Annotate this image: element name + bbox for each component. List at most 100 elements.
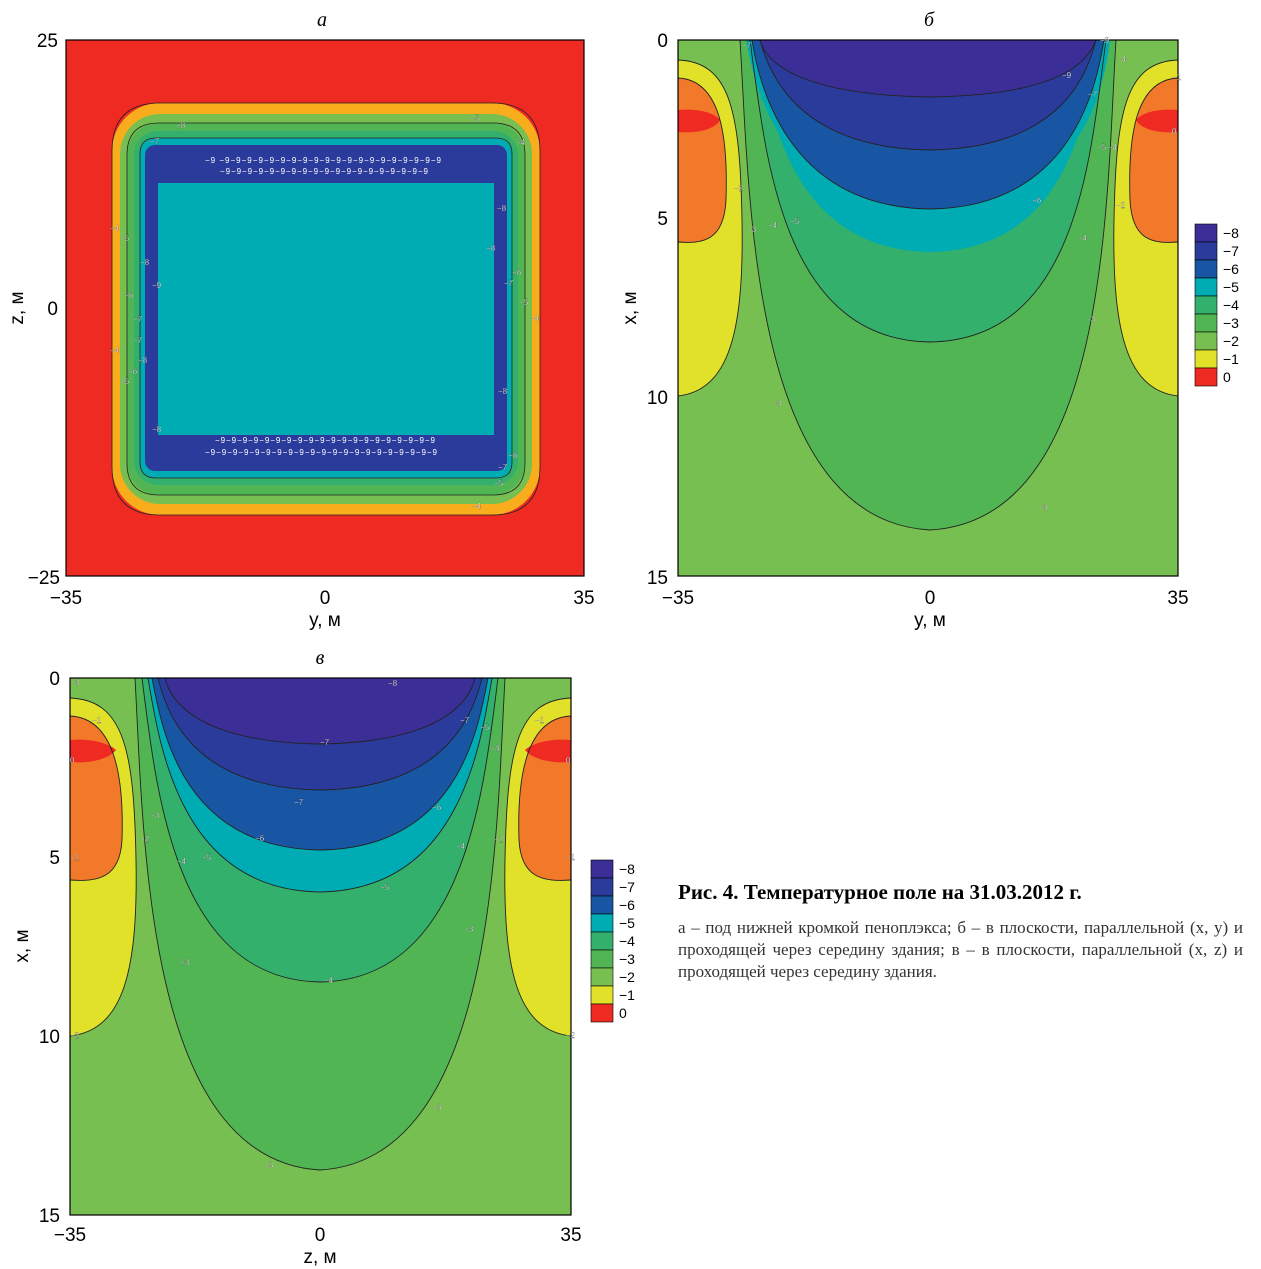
contour-label: −8 [138, 356, 148, 365]
contour-label: −5 [120, 234, 130, 243]
chart-b: б −7−9−4−1−9−7−40−5−2−3 −4 −5−6−2−4−3−3−3 … [620, 9, 1189, 631]
legend-label: −3 [1223, 315, 1239, 331]
chart-c-ytick-3: 15 [39, 1206, 60, 1227]
contour-label: −3 [747, 225, 757, 234]
chart-b-xtick-1: 0 [925, 588, 936, 609]
legend-swatch [1194, 313, 1218, 333]
legend-label: −8 [1223, 225, 1239, 241]
contour-label: −2 [1116, 201, 1126, 210]
chart-a: а −9 −9−9−9−9−9−9−9−9−9−9−9−9−9−9−9−9−9−… [7, 9, 595, 631]
contour-label: −7 [320, 738, 330, 747]
contour-label: −4 [1117, 55, 1127, 64]
contour-label: −7 [742, 41, 752, 50]
chart-b-title: б [924, 9, 935, 31]
legend-label: −5 [619, 915, 635, 931]
chart-a-ytick-0: 25 [37, 31, 58, 52]
legend-label: 0 [619, 1005, 627, 1021]
contour-label: −9 [1062, 71, 1072, 80]
contour-label: −3 [1038, 503, 1048, 512]
contour-label: −6 [432, 803, 442, 812]
chart-a-xtick-1: 0 [320, 588, 331, 609]
legend-swatch [590, 913, 614, 933]
legend-swatch [1194, 331, 1218, 351]
chart-c-xlabel: z, м [303, 1247, 336, 1268]
contour-label: −4 [472, 502, 482, 511]
contour-label: −6 [124, 291, 134, 300]
contour-label: −9 [1100, 36, 1110, 45]
contour-label: −4 [516, 138, 526, 147]
contour-label: −4 [110, 224, 120, 233]
contour-label: −7 [294, 798, 304, 807]
chart-b-frame [677, 39, 1179, 577]
legend-label: −5 [1223, 279, 1239, 295]
contour-label: −3 [772, 399, 782, 408]
figure-caption: Рис. 4. Температурное поле на 31.03.2012… [678, 880, 1243, 983]
chart-b-ytick-2: 10 [647, 388, 668, 409]
contour-label: −1 [535, 716, 545, 725]
zone-b-red-left [678, 109, 720, 133]
contour-label: 0 [70, 756, 75, 765]
contour-label: −5 [519, 298, 529, 307]
legend-swatch [590, 895, 614, 915]
contour-label: −6 [1032, 196, 1042, 205]
contour-label: −3 [70, 678, 80, 687]
chart-a-ytick-1: 0 [47, 299, 58, 320]
contour-label: −4 [1108, 143, 1118, 152]
cl-a-4: −9−9−9−9−9−9−9−9−9−9−9−9−9−9−9−9−9−9−9−9… [205, 448, 438, 457]
contour-label: −7 [133, 315, 143, 324]
legend-swatch [1194, 367, 1218, 387]
cl-a-2: −9−9−9−9−9−9−9−9−9−9−9−9−9−9−9−9−9−9−9 [220, 167, 429, 176]
legend-label: −2 [619, 969, 635, 985]
contour-label: −6 [512, 268, 522, 277]
contour-label: −5 [470, 114, 480, 123]
contour-label: −7 [1088, 90, 1098, 99]
chart-c-xtick-1: 0 [315, 1225, 326, 1246]
contour-a-2 [126, 122, 526, 496]
legend-label: −7 [619, 879, 635, 895]
contour-label: −8 [497, 204, 507, 213]
contour-label: −3 [150, 811, 160, 820]
legend-label: −2 [1223, 333, 1239, 349]
contour-label: −4 [768, 221, 778, 230]
contour-label: 0 [1172, 127, 1177, 136]
contour-label: −1 [1172, 73, 1182, 82]
chart-b-ylabel: x, м [620, 291, 641, 324]
chart-c-ytick-1: 5 [49, 848, 60, 869]
chart-a-title: а [317, 9, 327, 31]
chart-b-ytick-1: 5 [657, 209, 668, 230]
cl-a-1: −9 −9−9−9−9−9−9−9−9−9−9−9−9−9−9−9−9−9−9−… [205, 156, 442, 165]
contour-label: −9 [152, 281, 162, 290]
legend-label: −4 [1223, 297, 1239, 313]
contour-label: −7 [504, 279, 514, 288]
zone-b-red-right [1136, 109, 1178, 133]
caption-text: а – под нижней кромкой пеноплэкса; б – в… [678, 918, 1243, 981]
legend-swatch [590, 949, 614, 969]
zone-a-core [158, 183, 494, 435]
chart-b-ytick-0: 0 [657, 31, 668, 52]
chart-b-xtick-2: 35 [1167, 588, 1188, 609]
contour-label: −7 [498, 463, 508, 472]
contour-label: −7 [133, 336, 143, 345]
legend-label: −3 [619, 951, 635, 967]
contour-label: −6 [255, 834, 265, 843]
legend-b: −8 −7 −6 −5 −4 −3 −2 −1 0 [1194, 223, 1239, 387]
contour-label: −8 [388, 679, 398, 688]
contour-label: −4 [456, 842, 466, 851]
chart-c-ylabel: x, м [12, 929, 33, 962]
legend-swatch [590, 859, 614, 879]
contour-label: −2 [140, 835, 150, 844]
contour-label: −6 [128, 367, 138, 376]
chart-b-contour-labels: −7−9−4−1−9−7−40−5−2−3 −4 −5−6−2−4−3−3−3 [734, 36, 1182, 512]
cl-a-3: −9−9−9−9−9−9−9−9−9−9−9−9−9−9−9−9−9−9−9−9 [215, 436, 436, 445]
legend-label: 0 [1223, 369, 1231, 385]
chart-c-ytick-2: 10 [39, 1027, 60, 1048]
legend-label: −8 [619, 861, 635, 877]
contour-label: −5 [380, 883, 390, 892]
contour-label: −8 [152, 425, 162, 434]
chart-c-ytick-0: 0 [49, 669, 60, 690]
legend-swatch [590, 1003, 614, 1023]
contour-label: −3 [264, 1161, 274, 1170]
chart-a-frame [65, 39, 585, 577]
legend-c: −8 −7 −6 −5 −4 −3 −2 −1 0 [590, 859, 635, 1023]
legend-label: −6 [619, 897, 635, 913]
